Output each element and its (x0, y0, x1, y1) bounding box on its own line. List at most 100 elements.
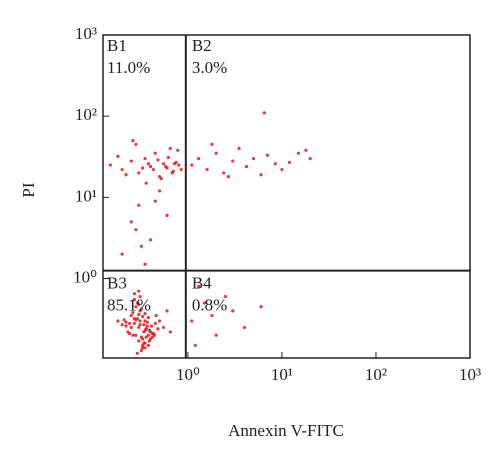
point (154, 313, 158, 318)
point (259, 173, 263, 177)
point (159, 177, 163, 181)
point (231, 159, 235, 163)
point (138, 323, 142, 327)
point (120, 323, 124, 327)
point (214, 333, 218, 337)
point (144, 327, 148, 331)
x-axis-label: Annexin V-FITC (228, 421, 344, 440)
point (148, 164, 153, 169)
point (137, 171, 141, 175)
point (137, 289, 141, 293)
x-tick-label: 10⁰ (176, 365, 200, 384)
point (237, 146, 241, 151)
point (108, 163, 113, 167)
point (145, 320, 149, 324)
point (138, 294, 142, 299)
point (129, 159, 133, 163)
point (134, 305, 138, 309)
point (116, 319, 120, 323)
point (142, 323, 146, 327)
point (146, 162, 151, 166)
point (164, 164, 168, 169)
point (144, 181, 148, 185)
point (131, 311, 135, 315)
point (131, 139, 135, 143)
point (141, 343, 145, 348)
point (132, 321, 137, 326)
point (226, 175, 231, 179)
x-tick-label: 10³ (459, 365, 481, 384)
point (139, 348, 143, 353)
point (146, 343, 151, 348)
quadrant-name: B4 (192, 274, 212, 293)
point (137, 312, 141, 317)
point (197, 284, 201, 289)
point (304, 148, 308, 152)
quadrant-percent: 0.8% (192, 296, 227, 315)
point (143, 311, 147, 316)
point (143, 157, 147, 161)
point (129, 220, 133, 224)
point (210, 142, 214, 146)
point (147, 339, 152, 343)
point (153, 199, 157, 203)
point (205, 167, 209, 172)
point (202, 301, 207, 305)
point (134, 142, 138, 146)
quadrant-name: B3 (107, 274, 127, 293)
point (147, 328, 152, 332)
point (134, 318, 138, 322)
quadrant-percent: 85.1% (107, 296, 151, 315)
point (129, 325, 133, 330)
point (124, 173, 128, 177)
point (148, 238, 153, 242)
point (120, 167, 124, 172)
point (146, 316, 151, 320)
point (210, 313, 214, 318)
point (165, 309, 169, 313)
point (158, 319, 162, 323)
point (141, 314, 145, 319)
point (168, 330, 172, 334)
point (273, 162, 277, 166)
point (296, 151, 301, 155)
point (138, 319, 142, 323)
point (137, 203, 141, 207)
y-tick-label: 10⁰ (73, 267, 97, 286)
point (223, 294, 227, 299)
point (158, 189, 162, 193)
point (134, 228, 138, 232)
point (149, 324, 154, 328)
point (116, 154, 120, 158)
point (244, 164, 249, 169)
point (172, 162, 177, 166)
point (168, 146, 172, 151)
point (153, 321, 157, 326)
y-tick-label: 10³ (75, 24, 97, 43)
point (190, 319, 194, 323)
point (141, 346, 145, 350)
point (151, 167, 156, 172)
quadrant-name: B1 (107, 36, 127, 55)
point (156, 158, 160, 162)
point (139, 307, 143, 311)
point (132, 292, 137, 296)
point (259, 305, 263, 309)
point (156, 327, 160, 331)
point (144, 335, 148, 339)
point (166, 155, 170, 160)
x-tick-label: 10¹ (271, 365, 293, 384)
point (128, 321, 132, 326)
point (161, 325, 166, 330)
quadrant-name: B2 (192, 36, 212, 55)
plot-frame (102, 34, 471, 359)
point (153, 151, 157, 155)
point (231, 309, 235, 313)
point (126, 330, 130, 334)
y-tick-label: 10¹ (75, 186, 97, 205)
point (265, 153, 269, 157)
y-tick-label: 10² (75, 105, 97, 124)
point (137, 302, 141, 307)
point (122, 318, 126, 322)
